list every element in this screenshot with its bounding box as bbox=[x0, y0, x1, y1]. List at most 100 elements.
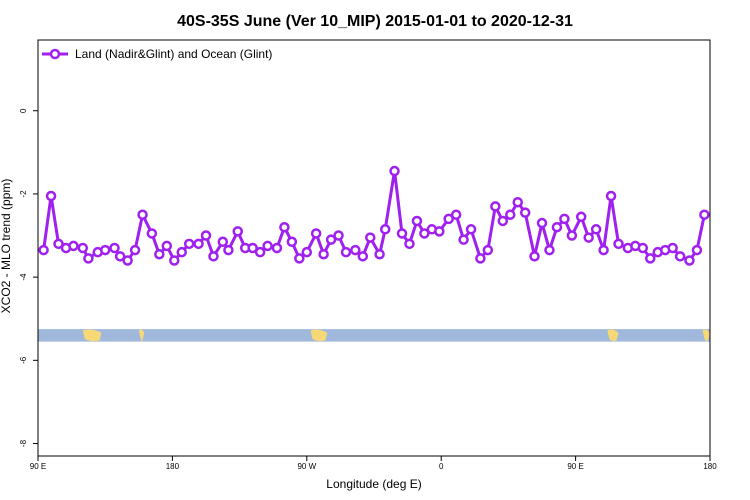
data-point bbox=[223, 244, 234, 256]
data-point bbox=[247, 242, 258, 254]
land-mass bbox=[702, 329, 710, 342]
data-point bbox=[301, 246, 313, 258]
data-point bbox=[482, 244, 494, 256]
x-axis: 90 E 180 90 W 0 90 E 180 bbox=[30, 456, 717, 471]
data-point bbox=[419, 228, 430, 239]
data-point bbox=[598, 244, 609, 256]
land-mass bbox=[607, 329, 619, 342]
data-point bbox=[169, 255, 180, 266]
data-point bbox=[208, 251, 219, 262]
x-tick-label: 90 W bbox=[297, 462, 316, 471]
land-mass bbox=[310, 329, 328, 342]
data-point bbox=[519, 207, 531, 218]
legend: Land (Nadir&Glint) and Ocean (Glint) bbox=[42, 47, 272, 61]
data-point bbox=[109, 242, 120, 254]
chart-title: 40S-35S June (Ver 10_MIP) 2015-01-01 to … bbox=[177, 13, 573, 30]
y-tick-label: -8 bbox=[19, 439, 28, 447]
data-point bbox=[83, 253, 94, 264]
data-point bbox=[497, 215, 509, 227]
land-mass bbox=[82, 329, 102, 342]
data-point bbox=[176, 246, 187, 258]
y-tick-label: -4 bbox=[19, 273, 28, 281]
data-point bbox=[53, 238, 64, 250]
plot-frame bbox=[37, 39, 711, 457]
data-point bbox=[217, 236, 229, 248]
data-point bbox=[613, 238, 624, 250]
y-tick-label: -2 bbox=[19, 190, 28, 198]
data-point bbox=[161, 240, 173, 252]
land-mass bbox=[138, 329, 145, 342]
data-point bbox=[114, 251, 126, 262]
data-point bbox=[122, 255, 133, 266]
data-point bbox=[575, 211, 587, 223]
data-point bbox=[325, 234, 337, 245]
data-point bbox=[404, 238, 415, 250]
data-point bbox=[505, 209, 516, 220]
x-tick-label: 0 bbox=[439, 462, 444, 471]
y-tick-label: 0 bbox=[19, 108, 28, 113]
data-point bbox=[271, 242, 283, 254]
data-point bbox=[45, 190, 57, 202]
data-point bbox=[529, 251, 540, 262]
data-point bbox=[200, 230, 212, 241]
data-point bbox=[38, 244, 49, 256]
data-point bbox=[389, 165, 400, 177]
data-point bbox=[374, 248, 385, 260]
x-axis-label: Longitude (deg E) bbox=[326, 477, 421, 491]
data-point bbox=[137, 209, 148, 220]
ocean-band bbox=[38, 329, 710, 342]
data-point bbox=[645, 253, 656, 264]
data-point bbox=[443, 213, 454, 225]
data-point bbox=[590, 224, 602, 235]
data-point bbox=[379, 224, 391, 235]
data-point bbox=[310, 228, 322, 239]
data-point bbox=[77, 242, 89, 254]
data-point bbox=[254, 246, 266, 258]
data-point bbox=[637, 242, 649, 254]
data-point bbox=[232, 226, 243, 237]
data-point bbox=[684, 255, 695, 266]
y-axis-label: XCO2 - MLO trend (ppm) bbox=[0, 179, 13, 314]
data-point bbox=[350, 244, 361, 256]
data-point bbox=[286, 236, 298, 248]
data-point bbox=[544, 244, 555, 256]
data-point bbox=[183, 238, 195, 250]
data-point bbox=[566, 230, 578, 241]
data-point bbox=[279, 221, 290, 233]
legend-label: Land (Nadir&Glint) and Ocean (Glint) bbox=[75, 47, 272, 61]
data-point bbox=[458, 234, 469, 245]
data-point bbox=[146, 228, 158, 239]
data-point bbox=[475, 253, 486, 264]
data-point bbox=[536, 217, 548, 229]
data-point bbox=[357, 251, 369, 262]
series-layer bbox=[38, 165, 710, 266]
data-point bbox=[490, 201, 501, 212]
map-strip bbox=[38, 329, 710, 342]
data-point bbox=[68, 240, 79, 252]
data-point bbox=[193, 238, 204, 250]
data-point bbox=[674, 251, 686, 262]
data-point bbox=[340, 246, 352, 258]
data-point bbox=[450, 209, 462, 220]
data-point bbox=[411, 215, 423, 227]
x-tick-label: 90 E bbox=[567, 462, 583, 471]
data-point bbox=[667, 242, 678, 254]
data-point bbox=[583, 232, 594, 243]
data-point bbox=[699, 209, 710, 220]
data-point bbox=[99, 244, 111, 256]
x-tick-label: 180 bbox=[166, 462, 180, 471]
legend-marker bbox=[49, 48, 61, 60]
x-tick-label: 90 E bbox=[30, 462, 46, 471]
data-point bbox=[154, 248, 165, 260]
data-point bbox=[318, 248, 329, 260]
data-point bbox=[262, 240, 273, 252]
data-point bbox=[691, 244, 703, 256]
data-point bbox=[333, 230, 344, 241]
y-axis: 0 -2 -4 -6 -8 bbox=[19, 108, 38, 447]
data-point bbox=[465, 224, 477, 235]
data-point bbox=[559, 213, 570, 225]
x-tick-label: 180 bbox=[703, 462, 717, 471]
y-tick-label: -6 bbox=[19, 356, 28, 364]
data-point bbox=[434, 226, 445, 237]
